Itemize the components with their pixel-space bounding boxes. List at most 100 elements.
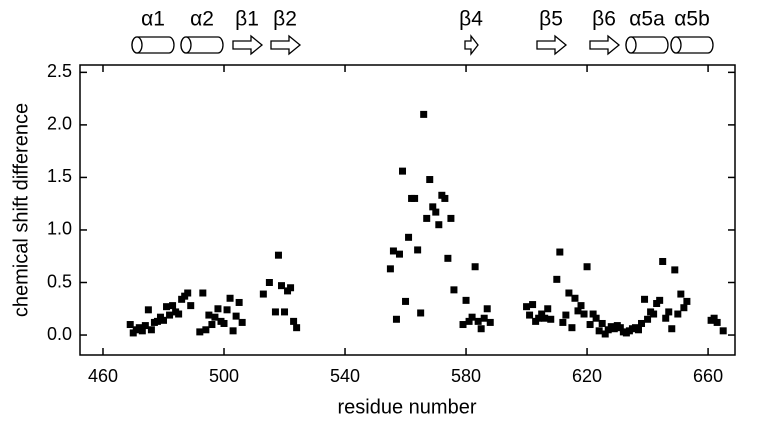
point — [562, 311, 570, 319]
point — [565, 289, 573, 297]
helix-icon — [670, 36, 682, 54]
point — [277, 282, 285, 290]
point — [389, 247, 397, 255]
point — [535, 314, 543, 322]
point — [399, 167, 407, 175]
strand-icon — [270, 34, 302, 56]
point — [544, 305, 552, 313]
strand-icon — [232, 34, 264, 56]
point — [638, 319, 646, 327]
strand-icon — [464, 34, 479, 56]
point — [187, 302, 195, 310]
point — [553, 275, 561, 283]
point — [199, 289, 207, 297]
point — [465, 317, 473, 325]
point — [450, 286, 458, 294]
point — [665, 308, 673, 316]
point — [138, 327, 146, 335]
point — [208, 321, 216, 329]
point — [147, 326, 155, 334]
point — [719, 327, 727, 335]
point — [468, 313, 476, 321]
point — [153, 317, 161, 325]
point — [529, 301, 537, 309]
x-tick-label: 460 — [88, 366, 118, 386]
y-tick-label: 0.0 — [47, 324, 72, 344]
structure-label: α5a — [629, 8, 665, 31]
point — [444, 254, 452, 262]
point — [405, 233, 413, 241]
point — [592, 314, 600, 322]
point — [650, 310, 658, 318]
point — [211, 313, 219, 321]
point — [392, 315, 400, 323]
point — [538, 310, 546, 318]
point — [235, 298, 243, 306]
point — [668, 325, 676, 333]
point — [395, 250, 403, 258]
point — [462, 296, 470, 304]
point — [414, 246, 422, 254]
helix-icon — [180, 36, 192, 54]
point — [281, 308, 289, 316]
helix-icon — [131, 36, 143, 54]
point — [435, 221, 443, 229]
point — [595, 327, 603, 335]
point — [556, 248, 564, 256]
point — [677, 290, 685, 298]
point — [290, 317, 298, 325]
point — [486, 318, 494, 326]
point — [447, 214, 455, 222]
point — [662, 314, 670, 322]
point — [232, 312, 240, 320]
point — [598, 319, 606, 327]
point — [477, 325, 485, 333]
point — [144, 306, 152, 314]
structure-label: α2 — [190, 8, 214, 31]
x-tick-label: 620 — [572, 366, 602, 386]
structure-label: α5b — [674, 8, 710, 31]
structure-label: β4 — [459, 8, 483, 31]
point — [547, 315, 555, 323]
point — [441, 194, 449, 202]
point — [644, 315, 652, 323]
point — [423, 214, 431, 222]
structure-label: β6 — [592, 8, 616, 31]
structure-label: α1 — [141, 8, 165, 31]
point — [674, 310, 682, 318]
point — [583, 263, 591, 271]
point — [459, 321, 467, 329]
point — [601, 330, 609, 338]
point — [196, 328, 204, 336]
point — [229, 327, 237, 335]
point — [293, 324, 301, 332]
point — [713, 318, 721, 326]
point — [634, 326, 642, 334]
point — [559, 318, 567, 326]
point — [574, 307, 582, 315]
point — [126, 321, 134, 329]
point — [287, 284, 295, 292]
strand-icon — [589, 34, 621, 56]
point — [417, 309, 425, 317]
point — [474, 317, 482, 325]
y-tick-label: 0.5 — [47, 271, 72, 291]
y-tick-label: 1.5 — [47, 166, 72, 186]
point — [577, 302, 585, 310]
point — [175, 310, 183, 318]
point — [220, 319, 228, 327]
point — [184, 289, 192, 297]
point — [202, 326, 210, 334]
point — [683, 297, 691, 305]
point — [616, 324, 624, 332]
x-axis-label: residue number — [338, 396, 477, 418]
point — [523, 303, 531, 311]
point — [238, 318, 246, 326]
y-tick-label: 2.5 — [47, 61, 72, 81]
y-tick-label: 1.0 — [47, 219, 72, 239]
point — [160, 316, 168, 324]
point — [163, 303, 171, 311]
point — [169, 302, 177, 310]
point — [226, 294, 234, 302]
point — [671, 266, 679, 274]
